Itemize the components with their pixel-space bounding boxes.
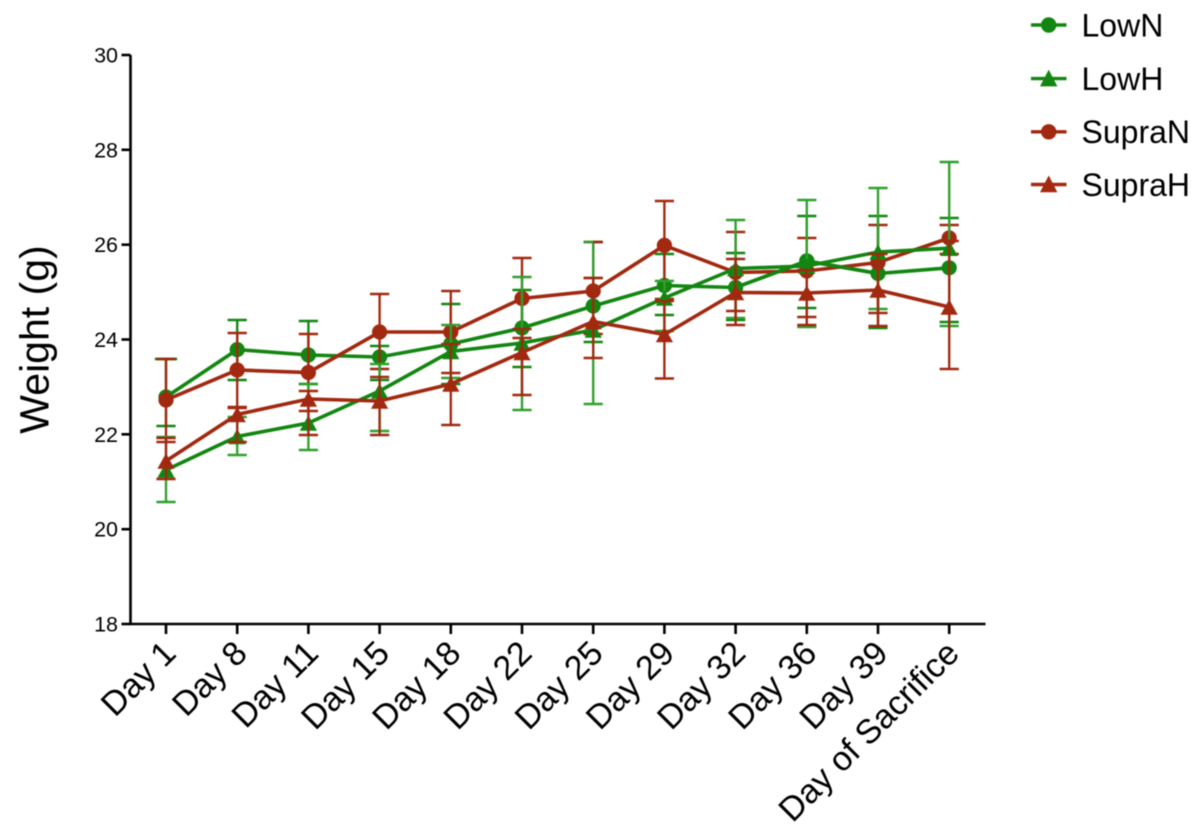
svg-text:LowN: LowN: [1082, 7, 1164, 43]
svg-text:28: 28: [94, 138, 118, 162]
svg-text:18: 18: [94, 613, 118, 637]
svg-text:SupraN: SupraN: [1082, 114, 1191, 150]
svg-text:LowH: LowH: [1082, 61, 1164, 97]
svg-text:24: 24: [94, 328, 118, 352]
svg-text:Weight (g): Weight (g): [11, 245, 57, 433]
svg-text:22: 22: [94, 423, 118, 447]
svg-text:SupraH: SupraH: [1082, 167, 1191, 203]
svg-text:20: 20: [94, 518, 118, 542]
svg-text:26: 26: [94, 233, 118, 257]
svg-text:30: 30: [94, 44, 118, 68]
